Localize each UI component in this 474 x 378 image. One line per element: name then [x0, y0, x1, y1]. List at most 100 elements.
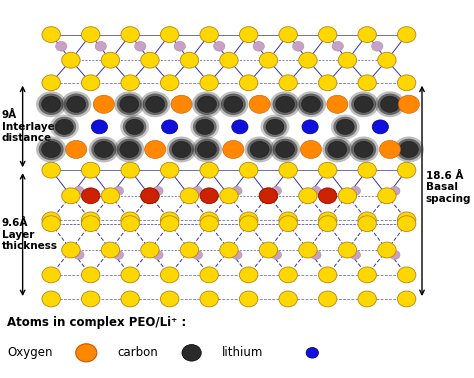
Circle shape — [42, 162, 60, 178]
Circle shape — [192, 186, 202, 195]
Circle shape — [62, 242, 80, 258]
Circle shape — [89, 136, 119, 163]
Circle shape — [247, 139, 272, 160]
Circle shape — [350, 250, 361, 259]
Circle shape — [348, 136, 379, 163]
Circle shape — [351, 93, 376, 115]
Circle shape — [310, 250, 321, 259]
Circle shape — [249, 95, 270, 113]
Circle shape — [141, 52, 159, 68]
Text: 9.6Å
Layer
thickness: 9.6Å Layer thickness — [1, 218, 57, 251]
Circle shape — [160, 212, 179, 228]
Circle shape — [397, 267, 416, 283]
Circle shape — [397, 27, 416, 42]
Circle shape — [160, 216, 179, 232]
Circle shape — [153, 250, 163, 259]
Circle shape — [91, 120, 108, 134]
Circle shape — [390, 250, 400, 259]
Circle shape — [219, 188, 238, 204]
Circle shape — [101, 242, 119, 258]
Circle shape — [42, 291, 60, 307]
Circle shape — [192, 91, 222, 117]
Circle shape — [162, 120, 178, 134]
Circle shape — [310, 186, 321, 195]
Circle shape — [375, 91, 405, 117]
Circle shape — [180, 242, 199, 258]
Circle shape — [275, 96, 294, 112]
Circle shape — [378, 52, 396, 68]
Circle shape — [39, 93, 64, 115]
Circle shape — [200, 188, 219, 204]
Circle shape — [200, 27, 219, 42]
Circle shape — [143, 93, 168, 115]
Circle shape — [232, 120, 248, 134]
Circle shape — [273, 93, 298, 115]
Circle shape — [279, 75, 297, 91]
Circle shape — [397, 162, 416, 178]
Circle shape — [121, 162, 139, 178]
Circle shape — [153, 186, 163, 195]
Circle shape — [279, 212, 297, 228]
Circle shape — [182, 344, 201, 361]
Circle shape — [42, 27, 60, 42]
Circle shape — [121, 27, 139, 42]
Circle shape — [198, 96, 217, 112]
Circle shape — [193, 117, 217, 137]
Circle shape — [192, 136, 222, 163]
Circle shape — [114, 91, 145, 117]
Circle shape — [279, 291, 297, 307]
Circle shape — [135, 41, 146, 51]
Circle shape — [224, 96, 243, 112]
Circle shape — [319, 267, 337, 283]
Circle shape — [296, 91, 326, 117]
Circle shape — [350, 186, 361, 195]
Circle shape — [120, 141, 139, 158]
Circle shape — [259, 188, 278, 204]
Circle shape — [398, 95, 419, 113]
Circle shape — [319, 212, 337, 228]
Circle shape — [259, 242, 278, 258]
Circle shape — [141, 188, 159, 204]
Circle shape — [42, 216, 60, 232]
Circle shape — [93, 95, 114, 113]
Circle shape — [42, 141, 61, 158]
Circle shape — [114, 136, 145, 163]
Circle shape — [121, 212, 139, 228]
Circle shape — [172, 141, 191, 158]
Circle shape — [261, 115, 290, 139]
Circle shape — [73, 250, 84, 259]
Circle shape — [239, 162, 258, 178]
Circle shape — [397, 216, 416, 232]
Circle shape — [218, 91, 248, 117]
Circle shape — [42, 212, 60, 228]
Circle shape — [301, 140, 321, 158]
Circle shape — [200, 162, 219, 178]
Circle shape — [36, 136, 66, 163]
Circle shape — [50, 115, 79, 139]
Circle shape — [397, 212, 416, 228]
Circle shape — [113, 186, 124, 195]
Circle shape — [333, 117, 357, 137]
Circle shape — [200, 75, 219, 91]
Circle shape — [219, 242, 238, 258]
Circle shape — [169, 139, 194, 160]
Circle shape — [120, 96, 139, 112]
Circle shape — [121, 216, 139, 232]
Circle shape — [351, 139, 376, 160]
Circle shape — [198, 141, 217, 158]
Circle shape — [338, 52, 356, 68]
Circle shape — [279, 162, 297, 178]
Circle shape — [319, 162, 337, 178]
Circle shape — [146, 96, 164, 112]
Circle shape — [39, 139, 64, 160]
Circle shape — [358, 291, 376, 307]
Circle shape — [55, 119, 73, 135]
Circle shape — [299, 242, 317, 258]
Circle shape — [358, 75, 376, 91]
Circle shape — [171, 95, 192, 113]
Circle shape — [194, 93, 219, 115]
Circle shape — [397, 75, 416, 91]
Circle shape — [358, 27, 376, 42]
Circle shape — [327, 95, 348, 113]
Circle shape — [141, 188, 159, 204]
